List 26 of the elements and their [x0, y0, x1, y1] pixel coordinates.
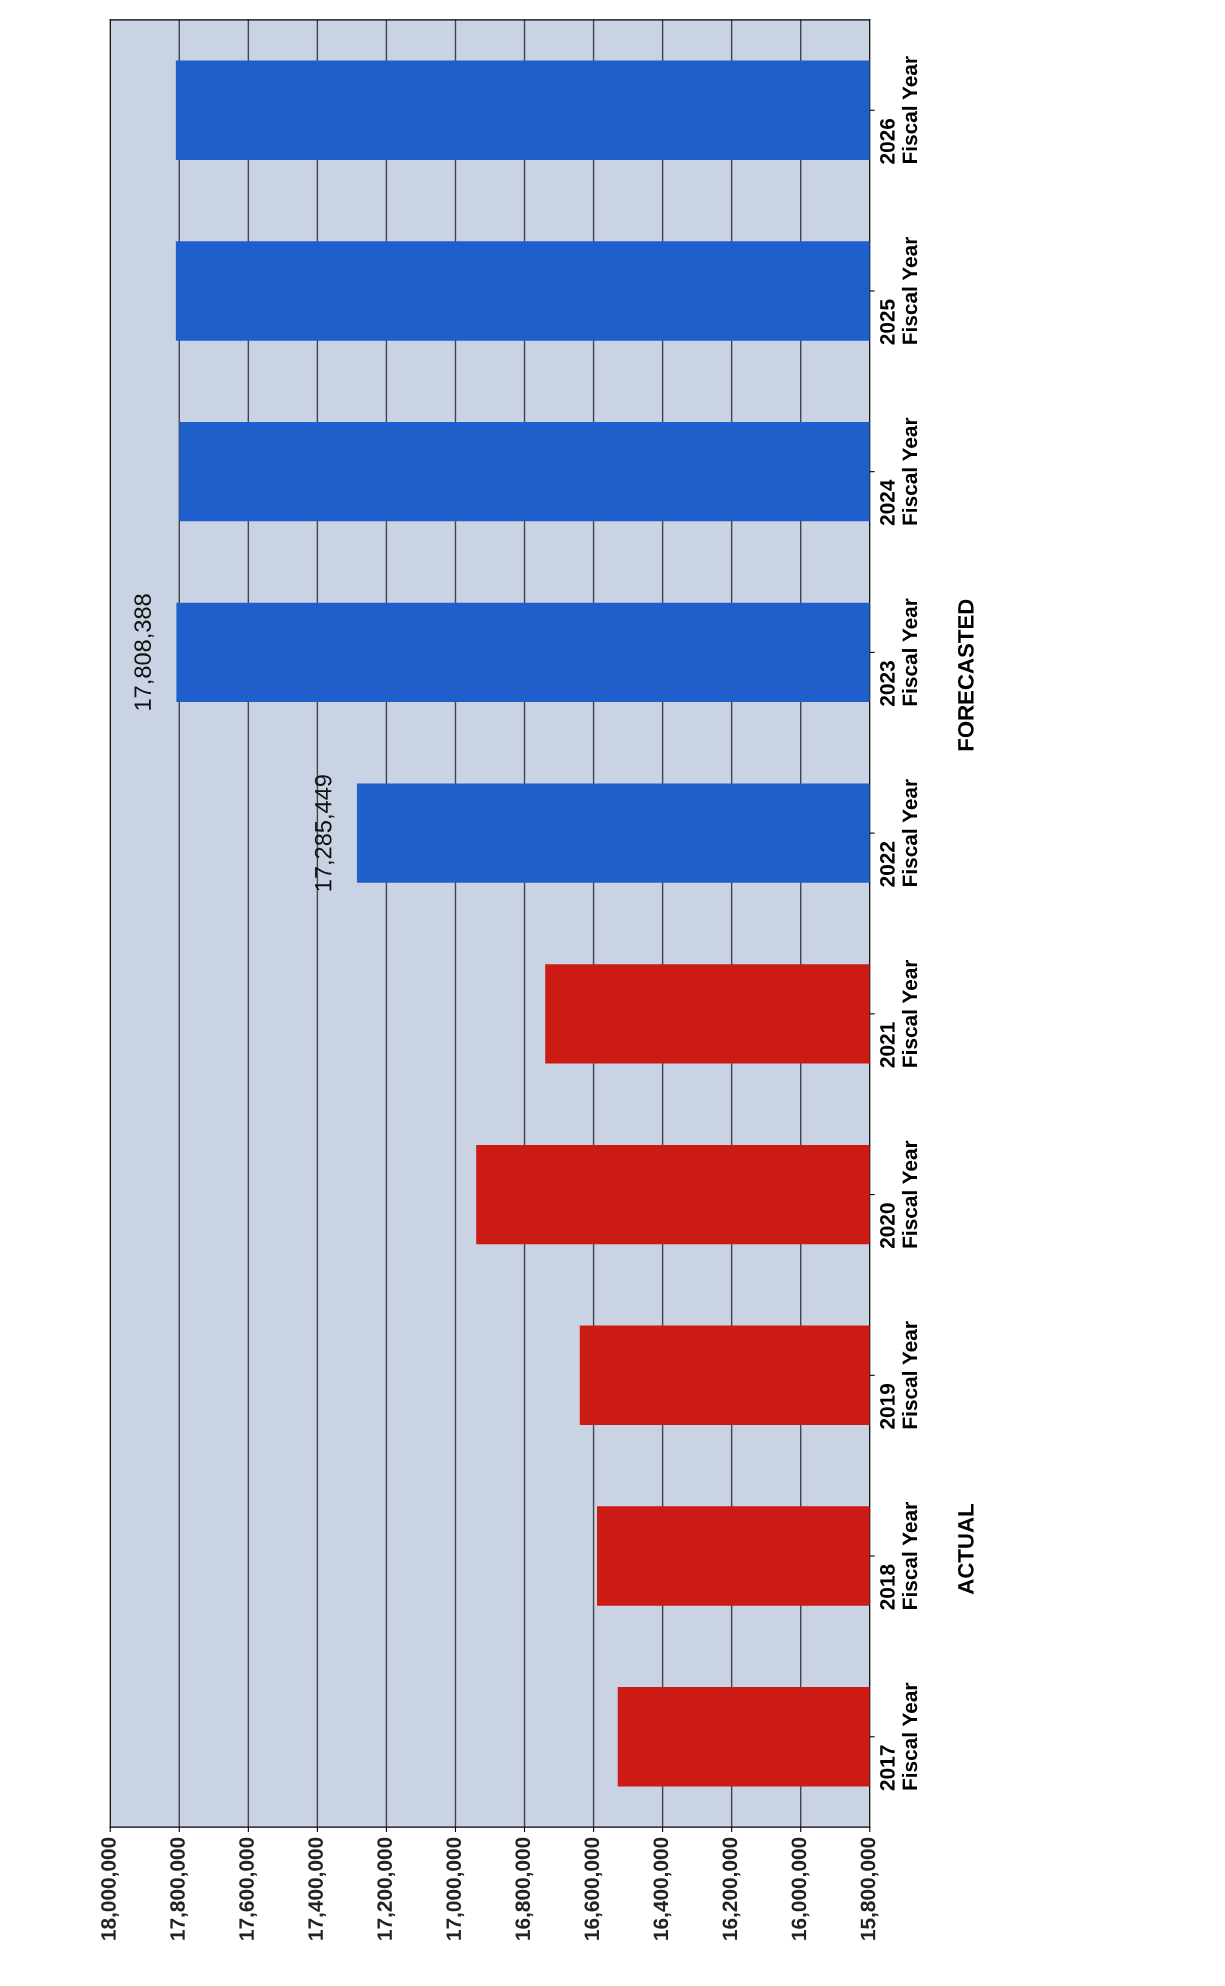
x-tick-label: 16,800,000 [515, 1837, 534, 1940]
y-tick-label: 2024 Fiscal Year [880, 417, 918, 526]
text: FORECASTED [957, 599, 974, 751]
x-tick-label: 17,000,000 [446, 1837, 465, 1940]
x-tick-label: 17,200,000 [377, 1837, 396, 1940]
y-tick-label: 2019 Fiscal Year [880, 1321, 918, 1429]
y-tick-label: 2018 Fiscal Year [880, 1502, 918, 1610]
x-tick-label: 17,800,000 [170, 1837, 188, 1940]
x-tick-label: 16,000,000 [791, 1837, 810, 1940]
x-tick-label: 17,600,000 [239, 1837, 257, 1940]
y-tick-label: 2022 Fiscal Year [880, 779, 918, 887]
text: ACTUAL [957, 1504, 974, 1595]
data-label: 17,285,449 [314, 775, 335, 891]
y-tick-label: 2026 Fiscal Year [880, 56, 918, 164]
y-tick-label: 2017 Fiscal Year [880, 1682, 918, 1791]
x-tick-label: 16,200,000 [722, 1837, 741, 1940]
x-tick-label: 17,400,000 [308, 1837, 326, 1940]
y-tick-label: 2021 Fiscal Year [880, 959, 918, 1068]
x-tick-label: 16,400,000 [653, 1837, 672, 1940]
y-tick-label: 2020 Fiscal Year [880, 1140, 918, 1249]
y-tick-label: 2023 Fiscal Year [880, 598, 918, 706]
x-tick-label: 16,600,000 [584, 1837, 603, 1940]
x-tick-label: 18,000,000 [101, 1837, 119, 1940]
data-label: 17,808,388 [134, 594, 154, 710]
x-tick-label: 15,800,000 [860, 1837, 879, 1940]
y-tick-label: 2025 Fiscal Year [880, 237, 918, 345]
